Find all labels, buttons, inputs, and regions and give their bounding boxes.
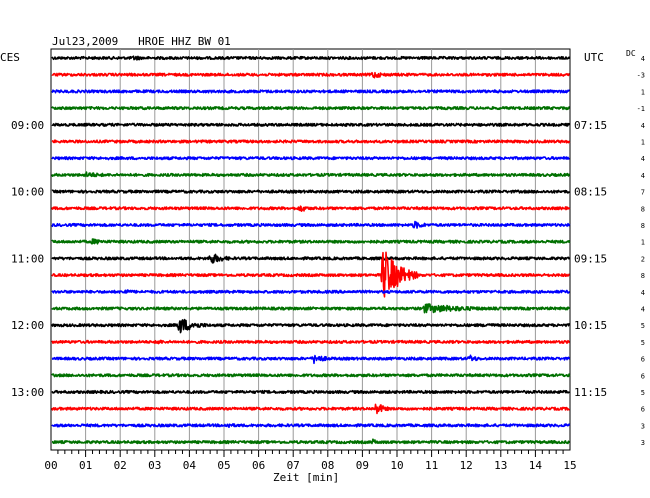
x-tick-label: 15 — [563, 459, 576, 472]
x-tick-label: 09 — [356, 459, 369, 472]
x-tick-label: 14 — [529, 459, 543, 472]
dc-value: 1 — [641, 88, 645, 96]
seismic-trace-4 — [51, 106, 570, 111]
dc-value: 4 — [641, 122, 645, 130]
seismic-trace-21 — [51, 389, 570, 395]
right-time-label: 07:15 — [574, 119, 607, 132]
x-tick-label: 12 — [460, 459, 473, 472]
x-tick-label: 03 — [148, 459, 161, 472]
x-tick-label: 06 — [252, 459, 265, 472]
seismic-trace-7 — [51, 156, 570, 161]
right-time-label: 08:15 — [574, 186, 607, 199]
dc-value: 1 — [641, 239, 645, 247]
left-time-label: 13:00 — [11, 386, 44, 399]
dc-value: -1 — [637, 105, 645, 113]
dc-value: 4 — [641, 289, 645, 297]
right-time-label: 09:15 — [574, 252, 607, 265]
seismic-trace-16 — [51, 303, 571, 314]
left-time-label: 10:00 — [11, 186, 44, 199]
seismic-trace-14 — [51, 251, 570, 298]
chart-title: Jul23,2009 HROE HHZ BW 01 — [52, 35, 231, 48]
trace-layer — [51, 55, 571, 445]
dc-value: 7 — [641, 189, 645, 197]
x-tick-label: 10 — [390, 459, 403, 472]
left-time-label: 09:00 — [11, 119, 44, 132]
right-time-label: 10:15 — [574, 319, 607, 332]
x-tick-label: 07 — [287, 459, 300, 472]
dc-value: 4 — [641, 155, 645, 163]
dc-value: 5 — [641, 322, 645, 330]
seismic-trace-19 — [51, 354, 571, 365]
seismic-trace-20 — [51, 373, 571, 378]
seismic-trace-15 — [51, 289, 570, 294]
seismic-trace-11 — [51, 220, 571, 229]
seismic-trace-5 — [51, 122, 571, 127]
x-tick-label: 02 — [114, 459, 127, 472]
dc-value: 8 — [641, 222, 645, 230]
seismic-trace-24 — [51, 438, 570, 445]
dc-value: 6 — [641, 372, 645, 380]
seismic-trace-23 — [51, 423, 571, 428]
dc-value: 5 — [641, 389, 645, 397]
x-tick-label: 00 — [44, 459, 57, 472]
seismic-trace-13 — [51, 253, 571, 264]
left-time-label: 12:00 — [11, 319, 44, 332]
dc-value: 3 — [641, 439, 645, 447]
label-layer: Jul23,2009 HROE HHZ BW 01 CES UTC DC Zei… — [0, 35, 645, 484]
seismic-trace-2 — [51, 71, 570, 79]
seismic-trace-22 — [51, 403, 571, 415]
dc-value: 3 — [641, 422, 645, 430]
x-tick-label: 11 — [425, 459, 438, 472]
grid-layer — [50, 48, 571, 457]
dc-value: 4 — [641, 172, 645, 180]
dc-value: 4 — [641, 306, 645, 314]
dc-header-label: DC — [626, 49, 636, 58]
seismic-trace-10 — [51, 205, 571, 212]
dc-value: 6 — [641, 406, 645, 414]
right-time-label: 11:15 — [574, 386, 607, 399]
x-axis-label: Zeit [min] — [273, 471, 339, 484]
dc-value: 4 — [641, 55, 645, 63]
seismic-trace-17 — [51, 318, 570, 334]
dc-value: 2 — [641, 255, 645, 263]
left-time-label: 11:00 — [11, 252, 44, 265]
x-tick-label: 13 — [494, 459, 507, 472]
seismic-trace-3 — [51, 89, 570, 94]
seismic-trace-6 — [51, 139, 571, 144]
left-timezone-label: CES — [0, 51, 20, 64]
dc-value: 6 — [641, 356, 645, 364]
x-tick-label: 01 — [79, 459, 92, 472]
plot-frame — [50, 48, 571, 451]
seismic-trace-18 — [51, 339, 571, 345]
seismic-trace-12 — [51, 238, 571, 245]
dc-value: -3 — [637, 72, 645, 80]
seismic-trace-8 — [51, 171, 571, 178]
right-timezone-label: UTC — [584, 51, 604, 64]
seismic-trace-1 — [51, 55, 571, 61]
x-tick-label: 04 — [183, 459, 197, 472]
dc-value: 8 — [641, 205, 645, 213]
dc-value: 5 — [641, 339, 645, 347]
x-tick-label: 05 — [217, 459, 230, 472]
dc-value: 1 — [641, 139, 645, 147]
x-tick-label: 08 — [321, 459, 334, 472]
seismic-trace-9 — [51, 189, 570, 194]
dc-value: 8 — [641, 272, 645, 280]
